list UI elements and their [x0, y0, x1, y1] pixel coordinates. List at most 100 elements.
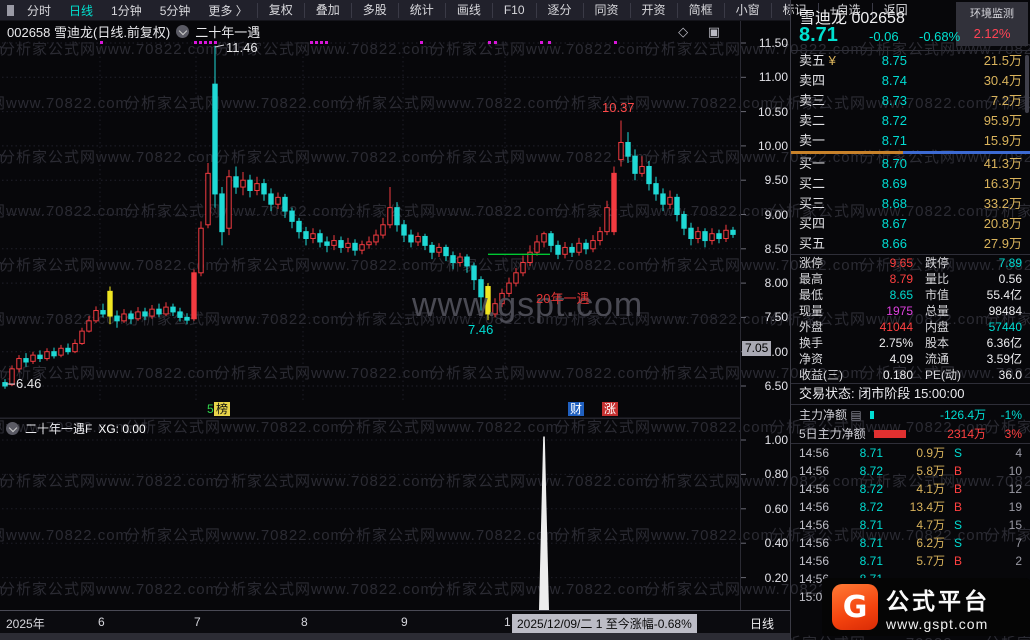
- stock-name[interactable]: 雪迪龙 002658: [799, 10, 905, 27]
- watermark-text: 分析家公式网www.70822.com: [0, 41, 220, 58]
- buy-level-2[interactable]: 买二 8.69 16.3万: [799, 176, 1022, 191]
- symbol-title: 002658 雪迪龙(日线.前复权): [7, 25, 171, 40]
- watermark-text: 分析家公式网www.70822.com: [0, 38, 4, 59]
- bid-ask-ratio-bar: [791, 151, 1030, 154]
- watermark-text: 分析家公式网www.70822.com: [125, 203, 345, 220]
- watermark-text: 分析家公式网www.70822.com: [770, 632, 989, 640]
- watermark-text: 分析家公式网www.70822.com: [340, 527, 560, 544]
- menu-tool-2[interactable]: 多股: [350, 2, 398, 18]
- event-badge[interactable]: 5: [207, 402, 214, 416]
- period-label[interactable]: 日线: [750, 617, 775, 631]
- sell-level-4[interactable]: 卖二 8.72 95.9万: [799, 113, 1022, 128]
- stat-row: 外盘 41044 内盘 57440: [799, 320, 1022, 334]
- stat-row: 最高 8.79 量比 0.56: [799, 272, 1022, 286]
- event-badge[interactable]: 财: [568, 402, 585, 416]
- watermark-text: 分析家公式网www.70822.com: [215, 257, 435, 274]
- tick-row: 14:56 8.71 4.7万 S 15: [799, 518, 1022, 532]
- price-axis-label: 8.00: [764, 276, 788, 291]
- last-price: 8.71: [799, 24, 838, 46]
- chart-corner-icons[interactable]: ◇ ▣: [678, 23, 728, 39]
- watermark-text: 分析家公式网www.70822.com: [0, 257, 220, 274]
- menu-tool-0[interactable]: 复权: [256, 2, 304, 18]
- logo-title: 公式平台: [886, 588, 990, 614]
- stat-row: 换手 2.75% 股本 6.36亿: [799, 336, 1022, 350]
- indicator-name-label: 二十年一遇: [195, 25, 261, 40]
- yuan-icon[interactable]: ¥: [825, 53, 836, 68]
- menu-tool-4[interactable]: 画线: [444, 2, 492, 18]
- trading-status: 交易状态: 闭市阶段 15:00:00: [791, 384, 1030, 405]
- timeline-label: 1: [504, 615, 511, 629]
- watermark-text: 分析家公式网www.70822.com: [985, 632, 1030, 640]
- watermark-text: 分析家公式网www.70822.com: [430, 365, 650, 382]
- gspt-watermark: www.gspt.com: [412, 286, 644, 324]
- signal-text: 20年一遇: [536, 291, 590, 306]
- menu-item-0[interactable]: 分时: [27, 3, 52, 18]
- event-badge[interactable]: 榜: [214, 402, 231, 416]
- stats-grid: 涨停 9.65 跌停 7.89 最高 8.79 量比 0.56 最低 8.65 市值 55.4亿 现量 1…: [791, 255, 1030, 384]
- watermark-text: 分析家公式网www.70822.com: [340, 95, 560, 112]
- menu-item-3[interactable]: 5分钟: [159, 3, 191, 18]
- price-axis-label: 9.50: [764, 173, 788, 188]
- buy-level-3[interactable]: 买三 8.68 33.2万: [799, 196, 1022, 211]
- event-badge[interactable]: 涨: [602, 402, 619, 416]
- stat-row: 最低 8.65 市值 55.4亿: [799, 288, 1022, 302]
- menu-tool-8[interactable]: 开资: [629, 2, 677, 18]
- tick-row: 14:56 8.72 5.8万 B 10: [799, 464, 1022, 478]
- menu-tool-5[interactable]: F10: [491, 2, 536, 18]
- sell-level-3[interactable]: 卖三 8.73 7.2万: [799, 93, 1022, 108]
- watermark-text: 分析家公式网www.70822.com: [555, 95, 775, 112]
- watermark-text: 分析家公式网www.70822.com: [430, 473, 650, 490]
- indicator-formula-name: 二十年一遇F: [25, 422, 93, 436]
- menu-item-4[interactable]: 更多 〉: [208, 3, 248, 18]
- scrollbar-thumb[interactable]: [1025, 55, 1029, 113]
- menu-tool-9[interactable]: 简框: [676, 2, 724, 18]
- price-annotation: 6.46: [16, 376, 42, 391]
- menu-tool-7[interactable]: 同资: [582, 2, 630, 18]
- watermark-text: 分析家公式网www.70822.com: [555, 419, 775, 436]
- tick-list: 14:56 8.71 0.9万 S 4 14:56 8.72 5.8万 B 10 14:56 8.72…: [791, 444, 1030, 606]
- watermark-text: 分析家公式网www.70822.com: [555, 527, 775, 544]
- menu-tool-3[interactable]: 统计: [397, 2, 445, 18]
- watermark-text: 分析家公式网www.70822.com: [430, 41, 650, 58]
- watermark-text: 分析家公式网www.70822.com: [645, 581, 865, 598]
- watermark-text: 分析家公式网www.70822.com: [215, 473, 435, 490]
- chevron-down-icon[interactable]: [176, 25, 190, 38]
- bottom-scroll-strip[interactable]: [0, 633, 790, 640]
- tick-row: 14:56 8.72 13.4万 B 19: [799, 500, 1022, 514]
- sell-level-2[interactable]: 卖四 8.74 30.4万: [799, 73, 1022, 88]
- buy-level-5[interactable]: 买五 8.66 27.9万: [799, 236, 1022, 251]
- main-net-row: 主力净额 ▤ -126.4万 -1%: [799, 407, 1022, 423]
- menubar: 分时 日线 1分钟 5分钟 更多 〉 复权 叠加 多股 统计 画线 F10 逐分 同资 开资 简框 小窗 标记…: [0, 0, 908, 21]
- indicator-axis-label: 1.00: [764, 433, 788, 447]
- watermark-text: 分析家公式网www.70822.com: [985, 311, 1030, 328]
- watermark-text: 分析家公式网www.70822.com: [0, 473, 220, 490]
- indicator-axis-label: 0.40: [764, 536, 788, 551]
- watermark-text: 分析家公式网www.70822.com: [770, 419, 990, 436]
- buy-level-1[interactable]: 买一 8.70 41.3万: [799, 156, 1022, 171]
- menu-tool-11[interactable]: 标记: [770, 2, 818, 18]
- price-axis-label: 10.00: [757, 138, 788, 153]
- buy-level-4[interactable]: 买四 8.67 20.8万: [799, 216, 1022, 231]
- watermark-text: 分析家公式网www.70822.com: [125, 419, 345, 436]
- timeline-label: 8: [301, 615, 308, 629]
- price-annotation: 11.46: [226, 40, 258, 55]
- watermark-text: 分析家公式网www.70822.com: [0, 581, 220, 598]
- menu-tool-12[interactable]: +自选: [817, 2, 872, 18]
- sell-level-5[interactable]: 卖一 8.71 15.9万: [799, 133, 1022, 148]
- chevron-down-icon[interactable]: [6, 422, 19, 435]
- menu-item-1[interactable]: 日线: [69, 3, 94, 18]
- menu-item-2[interactable]: 1分钟: [111, 3, 142, 18]
- menu-tool-1[interactable]: 叠加: [303, 2, 351, 18]
- menu-tool-6[interactable]: 逐分: [535, 2, 583, 18]
- menu-tool-13[interactable]: 返回: [871, 2, 919, 18]
- menu-tool-10[interactable]: 小窗: [723, 2, 771, 18]
- watermark-text: 分析家公式网www.70822.com: [860, 365, 1030, 382]
- window-split-icon[interactable]: [7, 4, 14, 16]
- detail-icon[interactable]: ▤: [847, 408, 862, 422]
- sector-box[interactable]: 环境监测 2.12%: [956, 2, 1028, 46]
- price-change-pct: -0.68%: [919, 29, 961, 44]
- sell-level-1[interactable]: 卖五 ¥8.75 21.5万: [799, 53, 1022, 68]
- timeline-label: 9: [401, 615, 408, 629]
- gspt-logo: G 公式平台 www.gspt.com: [822, 578, 1030, 636]
- stat-row: 净资 4.09 流通 3.59亿: [799, 352, 1022, 366]
